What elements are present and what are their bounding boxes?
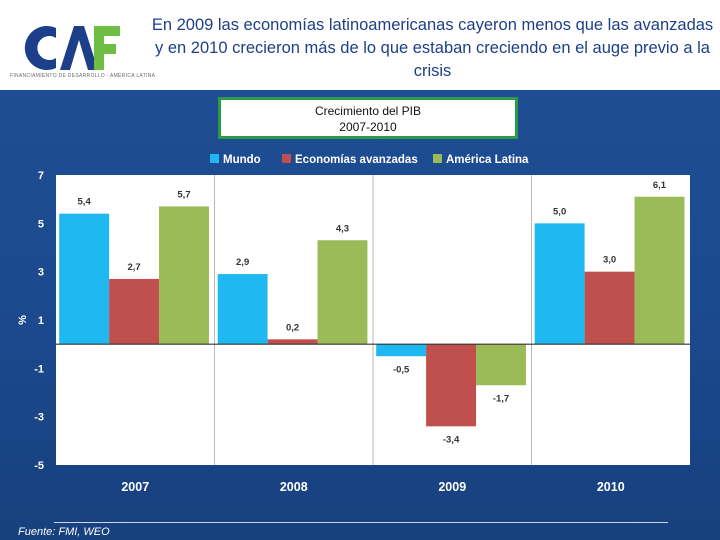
logo-letter-f [94,26,120,70]
legend-swatch-america-latina [433,154,442,163]
bar-america-latina-2007 [159,206,209,345]
bar-labels: 5,4 2,7 5,7 2,9 0,2 4,3 -0,5 -3,4 -1,7 5,0 3,0 6,1 [78,180,667,446]
y-tick-label: -1 [34,363,44,375]
bar-america-latina-2008 [317,240,368,345]
x-tick-label-2007: 2007 [121,480,149,494]
x-tick-label-2008: 2008 [280,480,308,494]
bar-label-economias-avanzadas-2010: 3,0 [603,255,616,266]
bar-label-mundo-2010: 5,0 [553,206,566,217]
y-tick-label: 1 [38,315,44,327]
bar-mundo-2008 [217,274,268,345]
x-tick-label-2010: 2010 [597,480,625,494]
y-tick-label: 7 [38,170,44,182]
bar-label-america-latina-2009: -1,7 [493,393,509,404]
bar-economias-avanzadas-2010 [584,271,635,345]
y-tick-label: 5 [38,218,44,230]
source-divider [54,522,668,523]
bar-mundo-2007 [59,213,110,345]
header: FINANCIAMIENTO DE DESARROLLO · AMÉRICA L… [0,0,720,90]
bar-label-america-latina-2008: 4,3 [336,223,349,234]
bar-label-economias-avanzadas-2009: -3,4 [443,434,460,445]
bar-america-latina-2009 [476,344,526,386]
bar-label-economias-avanzadas-2007: 2,7 [127,262,140,273]
y-axis-label: % [17,315,29,325]
caf-logo [24,26,120,70]
y-axis: 7 5 3 1 -1 -3 -5 [34,170,44,472]
bar-label-mundo-2009: -0,5 [393,364,410,375]
logo-letter-c [24,26,56,70]
bar-label-mundo-2008: 2,9 [236,257,249,268]
category-dividers [214,175,532,465]
y-tick-label: -3 [34,412,44,424]
bar-mundo-2010 [534,223,585,345]
logo-tagline: FINANCIAMIENTO DE DESARROLLO · AMÉRICA L… [10,73,156,79]
bar-label-america-latina-2010: 6,1 [653,180,667,191]
chart-title-line2: 2007-2010 [339,120,397,134]
gdp-bar-chart: Mundo Economías avanzadas América Latina 5… [17,154,690,494]
chart-title-box: Crecimiento del PIB 2007-2010 [218,97,518,139]
y-tick-label: -5 [34,460,44,472]
x-tick-label-2009: 2009 [438,480,466,494]
bar-label-economias-avanzadas-2008: 0,2 [286,322,299,333]
chart-legend: Mundo Economías avanzadas América Latina [210,154,529,166]
bar-label-america-latina-2007: 5,7 [177,189,190,200]
bar-mundo-2009 [376,344,427,357]
bar-economias-avanzadas-2007 [109,278,160,345]
logo-letter-a [60,26,98,70]
y-tick-label: 3 [38,267,44,279]
bar-economias-avanzadas-2009 [426,344,477,427]
bars [59,196,685,427]
legend-label-mundo: Mundo [223,154,261,166]
legend-swatch-economias-avanzadas [282,154,291,163]
page-title: En 2009 las economías latinoamericanas c… [151,16,714,80]
legend-label-america-latina: América Latina [446,154,529,166]
x-axis: 2007 2008 2009 2010 [121,480,624,494]
bar-america-latina-2010 [634,196,685,345]
bar-economias-avanzadas-2008 [267,339,318,345]
source-note: Fuente: FMI, WEO [18,526,110,538]
legend-swatch-mundo [210,154,219,163]
bar-label-mundo-2007: 5,4 [78,197,92,208]
chart-title-line1: Crecimiento del PIB [314,104,422,118]
legend-label-economias-avanzadas: Economías avanzadas [295,154,418,166]
